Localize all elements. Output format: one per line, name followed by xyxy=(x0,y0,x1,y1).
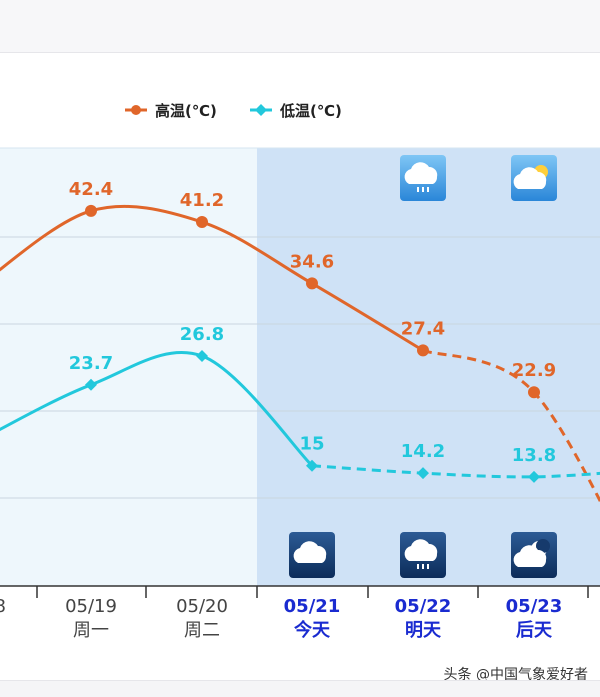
series-1-dashed-line xyxy=(311,464,600,479)
lo-label-1: 23.7 xyxy=(69,353,113,374)
x-tick-label-3: 05/21 xyxy=(284,596,341,617)
hi-label-4: 27.4 xyxy=(401,318,445,339)
sun-cloud-icon xyxy=(511,155,557,201)
lo-label-3: 15 xyxy=(299,434,324,455)
x-weekday-label-4: 明天 xyxy=(405,620,442,641)
hi-point-5 xyxy=(528,386,540,399)
legend-label-1: 低温(℃) xyxy=(279,102,342,120)
x-tick-label-2: 05/20 xyxy=(176,596,228,617)
legend-marker-0 xyxy=(131,105,141,115)
series-1-solid-line xyxy=(0,350,314,467)
cloud-icon xyxy=(289,532,335,578)
hi-label-3: 34.6 xyxy=(290,251,334,272)
x-tick-label-1: 05/19 xyxy=(65,596,117,617)
top-strip xyxy=(0,0,600,53)
lo-point-2 xyxy=(196,349,208,362)
hi-point-4 xyxy=(417,344,429,357)
legend-marker-1 xyxy=(255,104,267,116)
lo-label-4: 14.2 xyxy=(401,441,445,462)
moon-cloud-icon xyxy=(511,532,557,578)
x-weekday-label-1: 周一 xyxy=(73,620,109,641)
hi-point-1 xyxy=(85,204,97,217)
lo-point-4 xyxy=(417,467,429,480)
hi-point-2 xyxy=(196,216,208,229)
lo-point-1 xyxy=(85,378,97,391)
hi-label-2: 41.2 xyxy=(180,190,224,211)
x-tick-label-0: 05/18 xyxy=(0,596,6,617)
series-0-dashed-line xyxy=(422,348,600,505)
bottom-strip xyxy=(0,680,600,697)
hi-label-1: 42.4 xyxy=(69,179,113,200)
hi-point-3 xyxy=(306,277,318,290)
x-tick-label-4: 05/22 xyxy=(395,596,452,617)
x-weekday-label-3: 今天 xyxy=(294,619,331,641)
rain-cloud-icon xyxy=(400,155,446,201)
x-weekday-label-5: 后天 xyxy=(516,620,553,641)
lo-label-5: 13.8 xyxy=(512,445,556,466)
lo-label-2: 26.8 xyxy=(180,324,224,345)
x-tick-label-5: 05/23 xyxy=(506,596,563,617)
x-weekday-label-2: 周二 xyxy=(184,620,220,641)
legend-label-0: 高温(℃) xyxy=(155,102,217,120)
hi-label-5: 22.9 xyxy=(512,360,556,381)
lo-point-5 xyxy=(528,470,540,483)
forecast-region xyxy=(257,148,600,586)
rain-cloud-icon xyxy=(400,532,446,578)
watermark: 头条 @中国气象爱好者 xyxy=(443,667,588,683)
lo-point-3 xyxy=(306,459,318,472)
